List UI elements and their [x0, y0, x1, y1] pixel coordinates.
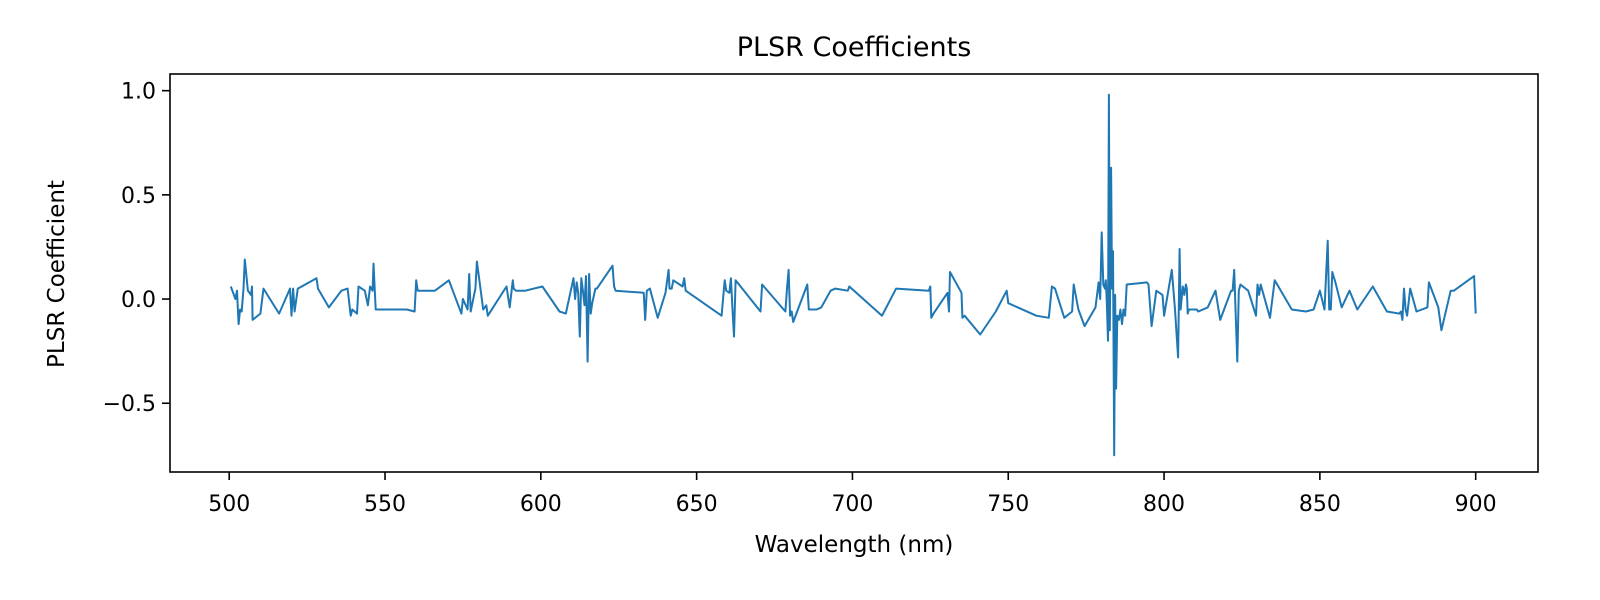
- plot-frame: [169, 73, 1539, 473]
- x-tick-label: 650: [676, 492, 718, 517]
- y-tick-label: 0.0: [121, 288, 156, 313]
- x-tick-label: 900: [1455, 492, 1497, 517]
- x-axis-label: Wavelength (nm): [755, 532, 954, 558]
- x-axis: 500 550 600 650 700 750 800 850 900: [208, 472, 1497, 517]
- y-axis: −0.5 0.0 0.5 1.0: [103, 80, 170, 417]
- y-tick-label: 1.0: [121, 80, 156, 105]
- x-tick-label: 850: [1299, 492, 1341, 517]
- x-tick-label: 750: [987, 492, 1029, 517]
- y-tick-label: 0.5: [121, 184, 156, 209]
- series-line: [229, 93, 1477, 457]
- y-axis-label: PLSR Coefficient: [44, 180, 70, 368]
- plot-area: [169, 73, 1539, 473]
- x-tick-label: 800: [1143, 492, 1185, 517]
- x-tick-label: 700: [831, 492, 873, 517]
- x-tick-label: 500: [208, 492, 250, 517]
- x-tick-label: 550: [364, 492, 406, 517]
- x-tick-label: 600: [520, 492, 562, 517]
- y-tick-label: −0.5: [103, 392, 156, 417]
- chart-title: PLSR Coefficients: [737, 32, 972, 63]
